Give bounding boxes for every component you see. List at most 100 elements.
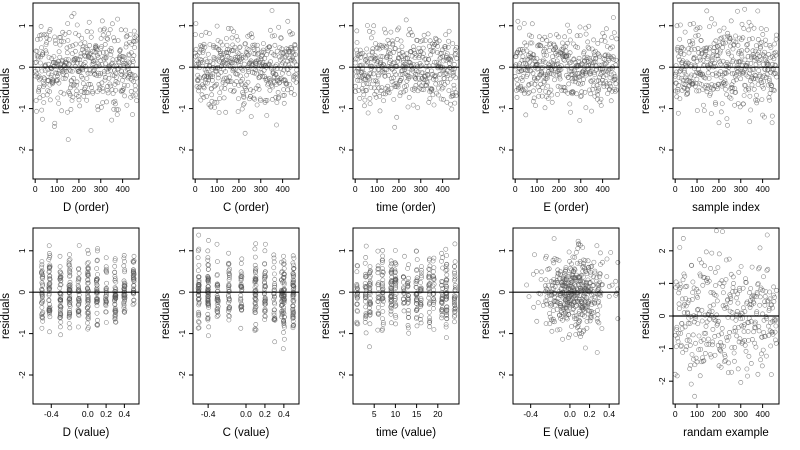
data-point <box>440 47 445 53</box>
data-point <box>44 40 50 45</box>
data-point <box>762 49 767 55</box>
data-point <box>764 60 770 66</box>
data-point <box>280 50 285 55</box>
data-point <box>562 85 568 91</box>
x-tick-label: 200 <box>712 184 726 194</box>
data-point <box>564 315 569 321</box>
data-point <box>85 251 91 256</box>
data-point <box>406 330 412 336</box>
data-point <box>689 297 695 302</box>
data-point <box>354 282 360 287</box>
data-point <box>113 296 118 301</box>
data-point <box>446 28 452 34</box>
data-point <box>453 75 459 81</box>
data-point <box>76 97 82 103</box>
data-point <box>254 42 260 48</box>
data-point <box>700 355 705 361</box>
x-axis-label: E (order) <box>543 202 589 214</box>
data-point <box>740 69 746 75</box>
data-point <box>568 69 574 74</box>
data-point <box>262 295 268 301</box>
data-point <box>570 90 576 95</box>
data-point <box>531 52 537 58</box>
data-point <box>428 47 434 53</box>
data-point <box>444 316 450 321</box>
data-point <box>554 327 560 333</box>
data-point <box>717 36 723 42</box>
data-point <box>702 312 708 318</box>
data-point <box>281 253 286 259</box>
data-point <box>414 267 420 272</box>
data-point <box>39 300 44 306</box>
data-point <box>385 83 391 89</box>
data-point <box>291 92 297 97</box>
data-point <box>590 55 596 61</box>
data-point <box>747 70 752 76</box>
data-point <box>114 107 120 112</box>
x-axis-label: E (value) <box>543 427 589 439</box>
data-point <box>131 79 137 84</box>
data-point <box>414 285 419 290</box>
data-point <box>76 302 82 308</box>
data-point <box>586 46 592 52</box>
data-point <box>584 63 590 69</box>
data-point <box>588 78 594 84</box>
data-point <box>736 269 742 275</box>
data-point <box>705 70 711 76</box>
data-point <box>44 92 50 98</box>
data-point <box>755 82 761 87</box>
data-point <box>762 294 768 299</box>
data-point <box>557 293 563 298</box>
data-point <box>441 58 446 64</box>
data-point <box>697 271 703 277</box>
data-point <box>696 347 702 353</box>
data-point <box>58 306 64 312</box>
data-point <box>93 43 99 48</box>
data-point <box>609 282 615 288</box>
data-point <box>364 88 369 93</box>
data-point <box>90 90 96 96</box>
data-point <box>205 279 211 284</box>
data-point <box>681 310 687 316</box>
data-point <box>202 44 208 50</box>
data-point <box>282 314 287 320</box>
data-point <box>734 309 740 314</box>
data-point <box>208 104 214 110</box>
data-point <box>39 290 45 296</box>
data-point <box>541 49 546 55</box>
data-point <box>739 48 744 53</box>
data-point <box>720 284 726 289</box>
data-point <box>67 307 72 313</box>
data-point <box>593 56 599 62</box>
data-point <box>676 290 682 296</box>
data-point <box>77 103 83 109</box>
data-point <box>773 340 779 346</box>
data-point <box>99 18 105 24</box>
data-point <box>134 75 139 81</box>
data-point <box>44 35 50 41</box>
x-tick-label: 100 <box>690 184 704 194</box>
data-point <box>709 250 715 256</box>
data-point <box>252 267 258 273</box>
data-point <box>225 79 231 84</box>
plot-frame <box>32 2 140 180</box>
data-point <box>77 69 83 75</box>
x-tick-label: 100 <box>690 409 704 419</box>
data-point <box>733 33 738 39</box>
data-point <box>735 42 741 48</box>
data-point <box>362 319 368 325</box>
data-point <box>752 340 758 346</box>
data-point <box>588 315 593 321</box>
data-point <box>202 80 208 85</box>
data-point <box>81 50 87 55</box>
data-point <box>583 345 588 351</box>
data-point <box>371 71 376 77</box>
data-point <box>400 60 406 65</box>
data-point <box>85 315 91 321</box>
data-point <box>223 69 228 74</box>
data-point <box>196 302 202 308</box>
y-tick-label: 1 <box>17 23 27 28</box>
data-point <box>250 88 256 94</box>
data-point <box>388 311 394 317</box>
data-point <box>88 128 94 133</box>
